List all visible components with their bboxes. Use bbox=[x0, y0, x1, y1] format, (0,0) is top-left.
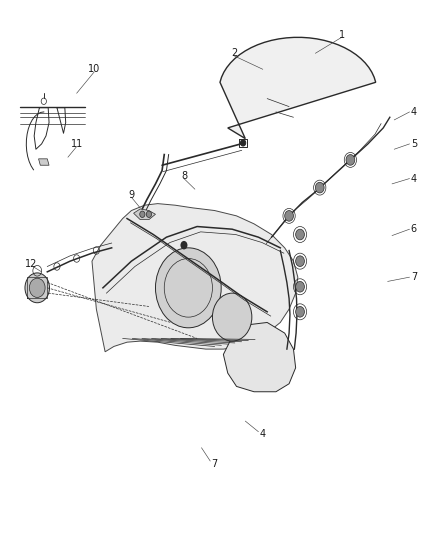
Circle shape bbox=[346, 155, 355, 165]
Circle shape bbox=[25, 273, 49, 303]
Text: 7: 7 bbox=[411, 272, 417, 282]
Circle shape bbox=[146, 211, 152, 217]
Text: 4: 4 bbox=[411, 107, 417, 117]
Text: 4: 4 bbox=[411, 174, 417, 183]
Text: 8: 8 bbox=[181, 171, 187, 181]
Circle shape bbox=[155, 248, 221, 328]
Text: 5: 5 bbox=[411, 139, 417, 149]
Circle shape bbox=[140, 211, 145, 217]
Text: 10: 10 bbox=[88, 64, 100, 74]
Polygon shape bbox=[39, 159, 49, 165]
Text: 9: 9 bbox=[128, 190, 134, 199]
Circle shape bbox=[29, 278, 45, 297]
Polygon shape bbox=[134, 209, 155, 220]
Text: 1: 1 bbox=[339, 30, 345, 39]
Text: 6: 6 bbox=[411, 224, 417, 234]
Circle shape bbox=[212, 293, 252, 341]
Circle shape bbox=[296, 229, 304, 240]
Text: 4: 4 bbox=[260, 430, 266, 439]
Text: 2: 2 bbox=[231, 49, 237, 58]
Polygon shape bbox=[223, 322, 296, 392]
Circle shape bbox=[296, 281, 304, 292]
Text: 7: 7 bbox=[212, 459, 218, 469]
Circle shape bbox=[180, 241, 187, 249]
Polygon shape bbox=[92, 204, 298, 352]
Circle shape bbox=[285, 211, 293, 221]
Circle shape bbox=[315, 182, 324, 193]
Text: 12: 12 bbox=[25, 259, 37, 269]
Text: 11: 11 bbox=[71, 139, 83, 149]
Polygon shape bbox=[220, 37, 376, 139]
Circle shape bbox=[296, 256, 304, 266]
Circle shape bbox=[240, 140, 246, 146]
Circle shape bbox=[296, 306, 304, 317]
